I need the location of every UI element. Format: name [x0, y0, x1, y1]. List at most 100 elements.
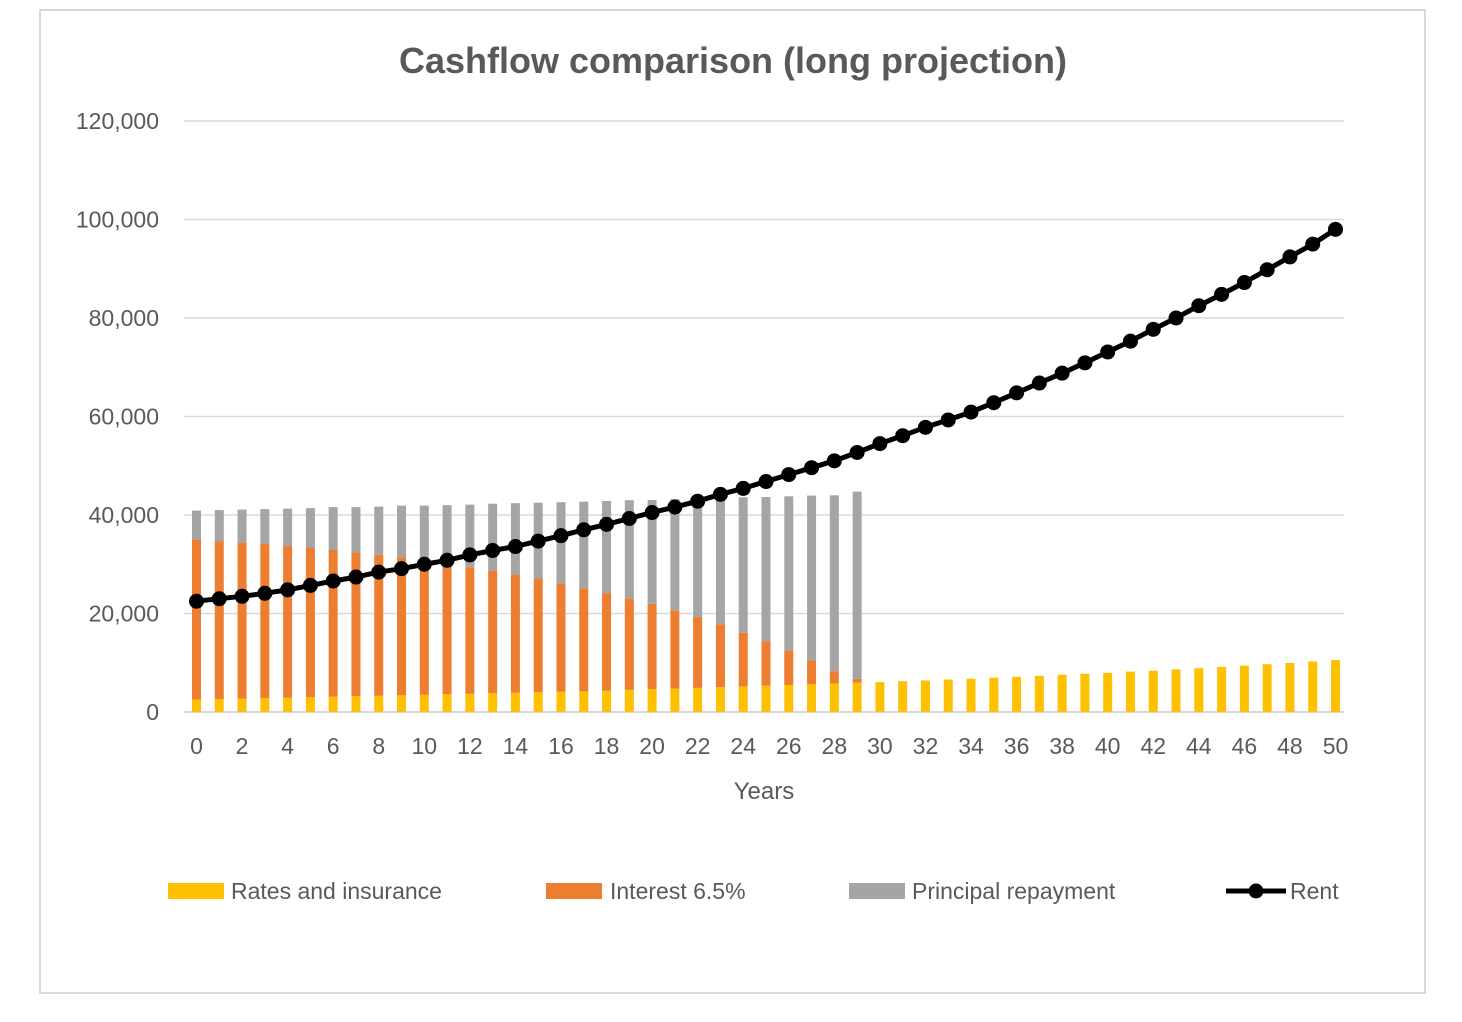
rent-point — [690, 493, 706, 509]
legend-item: Rent — [1226, 878, 1339, 904]
bar-interest-6-5 — [715, 624, 725, 688]
rent-point — [211, 591, 227, 607]
bar-rates-and-insurance — [1239, 665, 1249, 712]
bar-interest-6-5 — [579, 588, 589, 692]
rent-point — [804, 460, 820, 476]
legend: Rates and insurance Interest 6.5% Principa… — [168, 878, 1339, 904]
bar-interest-6-5 — [624, 598, 634, 690]
x-tick-label: 4 — [281, 733, 294, 759]
x-tick-label: 42 — [1140, 733, 1166, 759]
bar-rates-and-insurance — [1080, 673, 1090, 712]
bar-rates-and-insurance — [579, 691, 589, 712]
bar-principal-repayment — [328, 507, 338, 550]
x-tick-label: 10 — [412, 733, 438, 759]
bar-rates-and-insurance — [943, 679, 953, 712]
bar-interest-6-5 — [192, 539, 201, 700]
legend-label: Rent — [1290, 878, 1339, 904]
rent-point — [735, 480, 751, 496]
x-axis-title: Years — [734, 778, 795, 805]
bar-rates-and-insurance — [488, 693, 498, 712]
bar-principal-repayment — [670, 498, 680, 611]
x-tick-label: 2 — [236, 733, 249, 759]
rent-point — [1077, 355, 1093, 371]
rent-point — [234, 588, 250, 604]
bar-rates-and-insurance — [693, 687, 703, 712]
legend-label: Interest 6.5% — [610, 878, 746, 904]
bar-rates-and-insurance — [397, 695, 407, 712]
bar-rates-and-insurance — [920, 680, 930, 712]
bar-rates-and-insurance — [374, 695, 384, 712]
rent-point — [530, 533, 546, 549]
bar-principal-repayment — [283, 508, 293, 547]
y-tick-label: 20,000 — [89, 601, 159, 627]
rent-point — [553, 528, 569, 544]
legend-label: Principal repayment — [912, 878, 1116, 904]
bar-principal-repayment — [602, 500, 612, 594]
rent-point — [416, 556, 432, 572]
x-tick-label: 36 — [1004, 733, 1030, 759]
bar-principal-repayment — [419, 505, 429, 561]
x-tick-label: 6 — [327, 733, 340, 759]
x-tick-label: 22 — [685, 733, 711, 759]
bar-rates-and-insurance — [533, 692, 543, 712]
rent-point — [257, 585, 273, 601]
chart-frame: Cashflow comparison (long projection) 0 2… — [39, 9, 1426, 994]
x-tick-label: 48 — [1277, 733, 1303, 759]
rent-point — [280, 582, 296, 598]
rent-point — [1328, 221, 1343, 237]
bar-rates-and-insurance — [510, 692, 520, 712]
bar-rates-and-insurance — [829, 683, 839, 712]
bar-rates-and-insurance — [1331, 660, 1340, 712]
bar-rates-and-insurance — [852, 682, 862, 712]
rent-point — [189, 593, 204, 609]
x-tick-label: 32 — [913, 733, 939, 759]
x-tick-label: 26 — [776, 733, 802, 759]
bar-interest-6-5 — [397, 557, 407, 696]
y-axis-ticks: 0 20,000 40,000 60,000 80,000 100,000 120,000 — [76, 108, 159, 725]
bar-rates-and-insurance — [442, 694, 452, 712]
bar-interest-6-5 — [442, 563, 452, 695]
y-tick-label: 120,000 — [76, 108, 159, 134]
bar-principal-repayment — [579, 501, 589, 589]
bar-interest-6-5 — [351, 552, 361, 697]
bar-interest-6-5 — [807, 660, 817, 685]
bar-rates-and-insurance — [784, 684, 794, 712]
bar-interest-6-5 — [214, 541, 224, 700]
rent-point — [872, 436, 888, 452]
bar-interest-6-5 — [533, 578, 543, 693]
bar-rates-and-insurance — [761, 685, 771, 712]
x-tick-label: 50 — [1323, 733, 1349, 759]
bar-rates-and-insurance — [192, 699, 201, 712]
x-tick-label: 8 — [372, 733, 385, 759]
bar-rates-and-insurance — [1057, 674, 1067, 712]
bar-rates-and-insurance — [670, 688, 680, 712]
bar-rates-and-insurance — [1285, 662, 1295, 712]
bar-rates-and-insurance — [214, 699, 224, 712]
bar-principal-repayment — [442, 505, 452, 564]
bar-rates-and-insurance — [1308, 661, 1318, 712]
bar-rates-and-insurance — [1125, 671, 1135, 712]
bar-principal-repayment — [305, 508, 315, 548]
rent-point — [1122, 333, 1138, 349]
bars — [192, 491, 1340, 712]
chart-svg: Cashflow comparison (long projection) 0 2… — [76, 40, 1348, 904]
bar-interest-6-5 — [602, 593, 612, 691]
bar-principal-repayment — [624, 500, 634, 599]
x-tick-label: 38 — [1049, 733, 1075, 759]
bar-interest-6-5 — [237, 542, 247, 699]
bar-interest-6-5 — [784, 650, 794, 685]
x-axis-ticks: 0 2 4 6 8 10 12 14 16 18 20 22 24 26 28 30 32 34 36 38 40 42 4… — [190, 733, 1348, 759]
bar-interest-6-5 — [556, 583, 566, 692]
y-tick-label: 60,000 — [89, 404, 159, 430]
rent-point — [644, 505, 660, 521]
bar-principal-repayment — [488, 503, 498, 571]
bar-rates-and-insurance — [1148, 670, 1158, 712]
rent-point — [963, 404, 979, 420]
bar-rates-and-insurance — [1217, 666, 1227, 712]
x-tick-label: 18 — [594, 733, 620, 759]
bar-rates-and-insurance — [283, 697, 293, 712]
bar-interest-6-5 — [647, 603, 657, 690]
y-tick-label: 80,000 — [89, 305, 159, 331]
legend-swatch-marker — [1248, 883, 1264, 899]
rent-point — [302, 577, 318, 593]
